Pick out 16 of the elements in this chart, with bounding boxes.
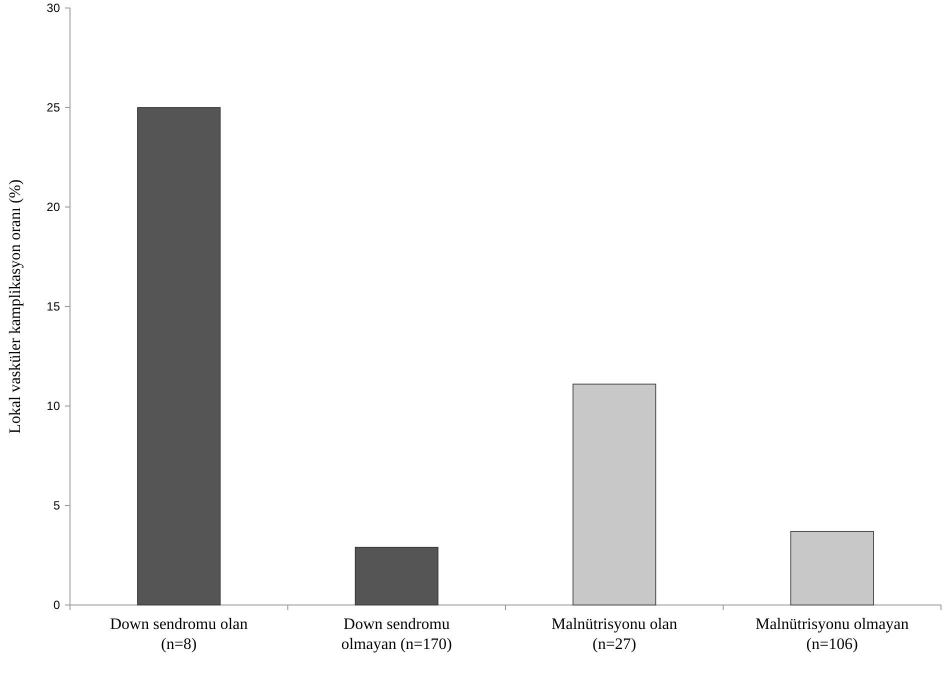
y-tick-label: 30 bbox=[46, 1, 60, 15]
y-tick-label: 20 bbox=[46, 200, 60, 214]
y-axis-title: Lokal vasküler kamplikasyon oranı (%) bbox=[7, 179, 24, 434]
y-tick-label: 10 bbox=[46, 399, 60, 413]
x-tick-label: Down sendromu olan (n=8) bbox=[110, 616, 248, 653]
x-tick-label: Malnütrisyonu olmayan (n=106) bbox=[755, 616, 909, 653]
x-tick-label: Down sendromu olmayan (n=170) bbox=[341, 616, 452, 653]
y-tick-label: 25 bbox=[46, 100, 60, 114]
bar bbox=[354, 546, 438, 606]
y-tick-label: 5 bbox=[53, 498, 60, 512]
x-tick-label: Malnütrisyonu olan (n=27) bbox=[551, 616, 678, 653]
bar bbox=[790, 530, 874, 606]
bar bbox=[137, 107, 221, 606]
bar bbox=[572, 384, 656, 606]
y-tick-label: 15 bbox=[46, 300, 60, 314]
y-tick-label: 0 bbox=[53, 598, 60, 612]
